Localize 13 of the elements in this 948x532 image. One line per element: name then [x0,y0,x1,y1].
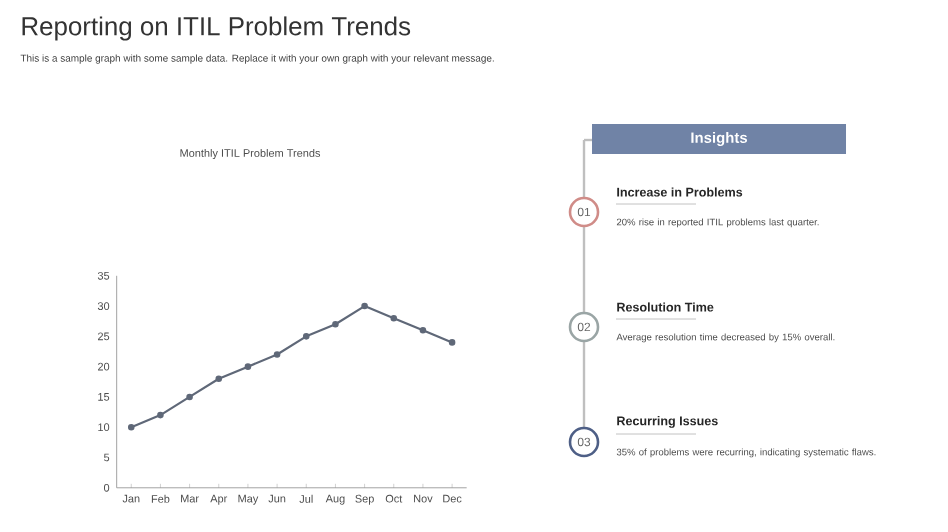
point [390,314,398,322]
point [244,363,252,370]
point [215,375,223,383]
point [157,411,164,419]
point [332,320,339,328]
point [361,302,368,310]
point [302,333,310,340]
text: Reporting on ITIL Problem Trends [22,16,411,41]
point [186,393,193,401]
point [273,351,281,358]
point [127,423,135,431]
point [448,339,456,346]
point [419,327,427,334]
